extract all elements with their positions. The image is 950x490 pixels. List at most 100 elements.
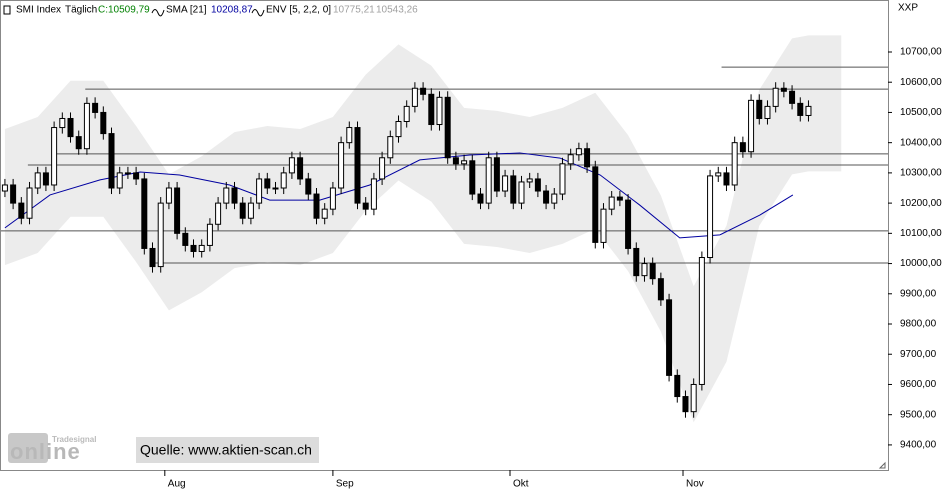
candle-body xyxy=(198,244,205,252)
candle-body xyxy=(461,160,468,165)
logo-text: online xyxy=(10,439,81,464)
candle-body xyxy=(59,117,66,129)
candle-body xyxy=(739,142,746,153)
candle-body xyxy=(10,184,17,204)
candle-body xyxy=(116,172,123,189)
candle-body xyxy=(748,99,755,153)
candle-body xyxy=(756,99,763,119)
y-tick-label: 10300,00 xyxy=(900,168,942,179)
candle-body xyxy=(280,172,287,189)
candle-body xyxy=(682,396,689,413)
candle-body xyxy=(780,87,787,92)
candle-body xyxy=(526,178,533,183)
candle-body xyxy=(395,121,402,138)
source-box xyxy=(136,437,319,463)
indicator-name: SMA [21] xyxy=(166,5,207,16)
candle-body xyxy=(51,127,58,186)
logo-small: Tradesignal xyxy=(52,435,96,444)
candle-body xyxy=(649,263,656,280)
candle-body xyxy=(346,127,353,144)
x-tick-label: Okt xyxy=(513,479,529,490)
candle-body xyxy=(206,223,213,246)
candle-body xyxy=(797,102,804,116)
candle-body xyxy=(354,127,361,204)
candle-body xyxy=(329,187,336,210)
indicator-icon xyxy=(251,9,265,17)
candle-body xyxy=(403,105,410,123)
indicator-value: 10208,87 xyxy=(211,5,253,16)
candle-body xyxy=(100,111,107,135)
candle-body xyxy=(723,172,730,186)
header-icon xyxy=(3,5,11,15)
candle-body xyxy=(1,184,8,192)
candle-body xyxy=(592,166,599,243)
y-tick-label: 9800,00 xyxy=(900,319,937,330)
resize-grip xyxy=(878,461,886,469)
candle-body xyxy=(575,148,582,156)
candle-body xyxy=(543,190,550,204)
y-tick-label: 10100,00 xyxy=(900,228,942,239)
y-tick-label: 10700,00 xyxy=(900,47,942,58)
x-tick-label: Nov xyxy=(686,479,704,490)
y-tick-label: 10500,00 xyxy=(900,107,942,118)
x-tick-label: Aug xyxy=(168,479,186,490)
candle-body xyxy=(534,178,541,192)
candle-body xyxy=(428,93,435,126)
indicator-value: 10543,26 xyxy=(376,5,418,16)
candle-body xyxy=(42,172,49,186)
candle-body xyxy=(690,383,697,413)
candle-body xyxy=(182,232,189,246)
candle-body xyxy=(75,136,82,150)
y-tick-label: 9500,00 xyxy=(900,409,937,420)
candle-body xyxy=(92,102,99,113)
candle-body xyxy=(239,202,246,219)
logo-box xyxy=(8,433,48,463)
candle-body xyxy=(772,87,779,107)
last-close: C:10509,79 xyxy=(98,5,150,16)
candle-body xyxy=(223,187,230,204)
indicator-name: ENV [5, 2,2, 0] xyxy=(266,5,331,16)
indicator-value: 10775,21 xyxy=(333,5,375,16)
candle-body xyxy=(518,181,525,204)
candle-body xyxy=(805,105,812,116)
candle-body xyxy=(264,178,271,189)
candle-body xyxy=(256,178,263,204)
y-tick-label: 10000,00 xyxy=(900,258,942,269)
y-tick-label: 9900,00 xyxy=(900,288,937,299)
candle-body xyxy=(485,157,492,204)
candle-body xyxy=(108,133,115,189)
candle-body xyxy=(600,208,607,243)
candle-body xyxy=(789,90,796,104)
envelope-band xyxy=(4,35,842,423)
candle-body xyxy=(657,278,664,301)
sma-line xyxy=(4,152,794,239)
period: Täglich xyxy=(65,5,97,16)
candle-body xyxy=(477,193,484,204)
candle-body xyxy=(247,202,254,219)
candle-body xyxy=(133,172,140,180)
candle-body xyxy=(215,202,222,225)
candle-body xyxy=(83,102,90,150)
candle-body xyxy=(420,87,427,95)
candle-body xyxy=(149,247,156,268)
candle-body xyxy=(444,96,451,159)
candle-body xyxy=(674,374,681,398)
candle-body xyxy=(502,175,509,192)
candle-body xyxy=(165,187,172,204)
candle-body xyxy=(124,172,131,175)
x-tick-label: Sep xyxy=(336,479,354,490)
candle-body xyxy=(338,142,345,189)
candle-body xyxy=(379,157,386,180)
y-tick-label: 10600,00 xyxy=(900,77,942,88)
indicator-icon xyxy=(151,9,165,17)
candle-body xyxy=(157,202,164,268)
y-tick-label: 9600,00 xyxy=(900,379,937,390)
plot-frame xyxy=(0,0,889,471)
title: SMI Index xyxy=(16,5,61,16)
candle-body xyxy=(493,157,500,192)
candle-body xyxy=(297,157,304,180)
y-tick-label: 10200,00 xyxy=(900,198,942,209)
